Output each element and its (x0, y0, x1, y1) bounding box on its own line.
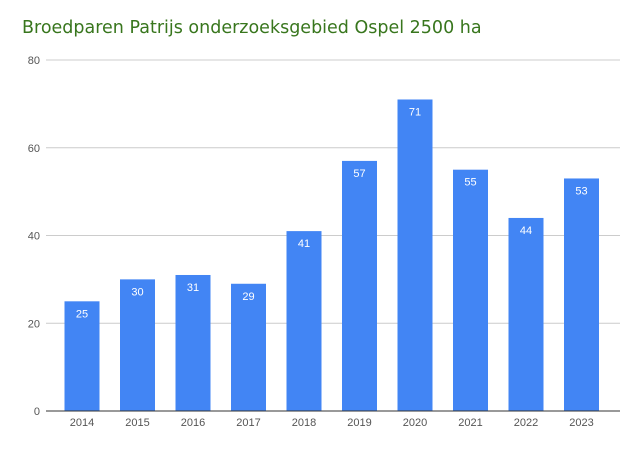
bar-2019 (342, 160, 377, 411)
bars (64, 99, 599, 412)
x-axis-tick-labels: 2014 2015 2016 2017 2018 2019 2020 2021 2022 2023 (70, 417, 594, 429)
y-tick-label-60: 60 (28, 143, 40, 155)
x-tick-label-2016: 2016 (181, 417, 205, 429)
data-labels: 25 30 31 29 41 57 71 55 44 53 (76, 106, 588, 320)
x-tick-label-2022: 2022 (514, 417, 538, 429)
data-label-2020: 71 (409, 106, 421, 118)
bar-2023 (564, 178, 599, 411)
data-label-2021: 55 (464, 177, 476, 189)
x-tick-label-2017: 2017 (236, 417, 260, 429)
data-label-2014: 25 (76, 308, 88, 320)
data-label-2022: 44 (520, 225, 532, 237)
x-tick-label-2020: 2020 (403, 417, 427, 429)
bar-2015 (120, 279, 155, 411)
chart-title: Broedparen Patrijs onderzoeksgebied Ospe… (22, 18, 482, 38)
x-tick-label-2014: 2014 (70, 417, 94, 429)
data-label-2015: 30 (131, 286, 143, 298)
bar-2018 (286, 231, 322, 411)
bar-2016 (175, 274, 211, 411)
y-axis-tick-labels: 0 20 40 60 80 (28, 55, 40, 418)
x-tick-label-2018: 2018 (292, 417, 316, 429)
y-tick-label-0: 0 (34, 406, 40, 418)
bar-2017 (231, 283, 266, 411)
x-tick-label-2019: 2019 (347, 417, 371, 429)
bar-2020 (397, 99, 433, 412)
y-tick-label-40: 40 (28, 231, 40, 243)
x-tick-label-2023: 2023 (569, 417, 593, 429)
data-label-2016: 31 (187, 282, 199, 294)
bar-2014 (64, 301, 100, 411)
data-label-2019: 57 (353, 168, 365, 180)
y-tick-label-20: 20 (28, 318, 40, 330)
data-label-2023: 53 (575, 185, 587, 197)
y-tick-label-80: 80 (28, 55, 40, 67)
bar-2021 (453, 169, 488, 411)
bar-2022 (508, 217, 544, 411)
data-label-2017: 29 (242, 291, 254, 303)
data-label-2018: 41 (298, 238, 310, 250)
x-tick-label-2015: 2015 (125, 417, 149, 429)
x-tick-label-2021: 2021 (458, 417, 482, 429)
